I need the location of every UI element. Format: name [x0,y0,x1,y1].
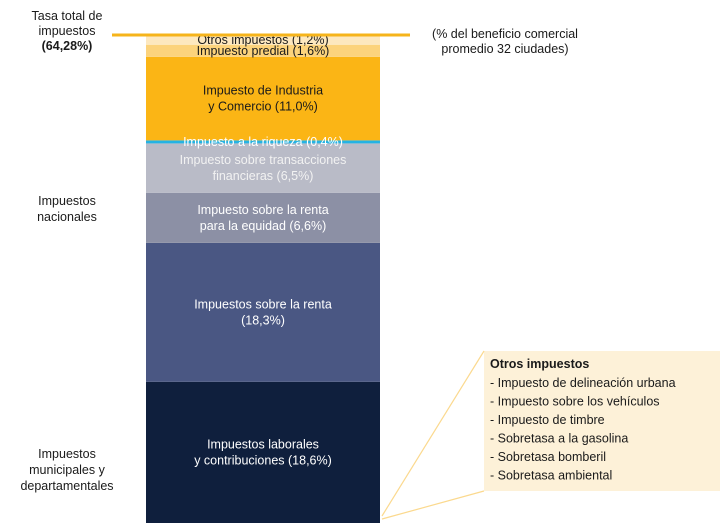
group-label-line: municipales y [29,463,105,477]
box-item: - Impuesto de timbre [490,413,605,427]
total-label: Tasa total de impuestos (64,28%) [32,9,103,53]
box-item: - Sobretasa a la gasolina [490,432,628,446]
total-label-line: impuestos [39,24,96,38]
category-text: Impuesto predial [197,44,289,58]
note: (% del beneficio comercial promedio 32 ci… [432,27,578,56]
segment-label-line: y Comercio (11,0%) [208,100,318,114]
segment-label: Impuestos laborales y contribuciones (18,… [194,437,332,467]
category-text: y Comercio [208,100,271,114]
value-label: (1,6%) [293,44,330,58]
connector [381,490,485,520]
category-text: Impuesto sobre transacciones [180,153,347,167]
segment-label: Otros impuestos (1,2%) [197,33,328,47]
category-text: Impuesto a la riqueza [183,135,303,149]
note-line: promedio 32 ciudades) [441,42,568,56]
group-label-line: departamentales [20,479,113,493]
box-item: - Impuesto de delineación urbana [490,376,676,390]
total-label-line: Tasa total de [32,9,103,23]
segment-label-line: y contribuciones (18,6%) [194,453,332,467]
segment [146,242,380,382]
segment-label-line: Impuestos laborales [207,437,319,451]
segment [146,44,380,57]
segment-label: Impuestos sobre la renta (18,3%) [194,297,332,327]
segment-label-line: para la equidad (6,6%) [200,219,327,233]
segment-label: Impuesto a la riqueza (0,4%) [183,135,343,149]
group-label-line: nacionales [37,210,97,224]
group-label-line: Impuestos [38,194,96,208]
segment [146,140,380,144]
category-text: Impuesto sobre la renta [197,203,328,217]
value-label: (18,3%) [241,313,285,327]
segment-label: Impuesto de Industria y Comercio (11,0%) [203,84,323,114]
total-value-label: (64,28%) [42,39,93,53]
category-text: para la equidad [200,219,286,233]
segment [146,143,380,193]
category-text: financieras [213,169,273,183]
segment [146,381,380,523]
connector [381,350,485,517]
value-label: (18,6%) [288,453,332,467]
segment-label: Impuesto predial (1,6%) [197,44,330,58]
segment-label-line: financieras (6,5%) [213,169,314,183]
segment-label-line: Impuesto sobre transacciones [180,153,347,167]
segment-label-line: Impuesto predial (1,6%) [197,44,330,58]
segment [146,192,380,243]
category-text: Impuestos laborales [207,437,319,451]
group-label-line: Impuestos [38,447,96,461]
segment-label-line: Impuesto de Industria [203,84,323,98]
note-line: (% del beneficio comercial [432,27,578,41]
segment [146,35,380,45]
group-label: Impuestos nacionales [37,194,97,224]
box-item: - Impuesto sobre los vehículos [490,395,660,409]
value-label: (1,2%) [292,33,329,47]
segment-label-line: Impuesto a la riqueza (0,4%) [183,135,343,149]
category-text: Impuesto de Industria [203,84,323,98]
segment-label-line: Otros impuestos (1,2%) [197,33,328,47]
box-title: Otros impuestos [490,357,589,371]
category-text: Otros impuestos [197,33,288,47]
segment-label-line: Impuesto sobre la renta [197,203,328,217]
value-label: (6,5%) [277,169,314,183]
category-text: Impuestos sobre la renta [194,297,332,311]
box-item: - Sobretasa ambiental [490,469,612,483]
value-label: (11,0%) [275,100,318,114]
segment-label-line: (18,3%) [241,313,285,327]
segment [146,56,380,141]
value-label: (0,4%) [306,135,343,149]
segment-label: Impuesto sobre la renta para la equidad (… [197,203,328,233]
group-label: Impuestos municipales y departamentales [20,447,113,493]
box-item: - Sobretasa bomberil [490,450,606,464]
segment-label: Impuesto sobre transacciones financieras … [180,153,347,183]
value-label: (6,6%) [289,219,326,233]
category-text: y contribuciones [194,453,284,467]
other-taxes-box [484,351,720,491]
segment-label-line: Impuestos sobre la renta [194,297,332,311]
